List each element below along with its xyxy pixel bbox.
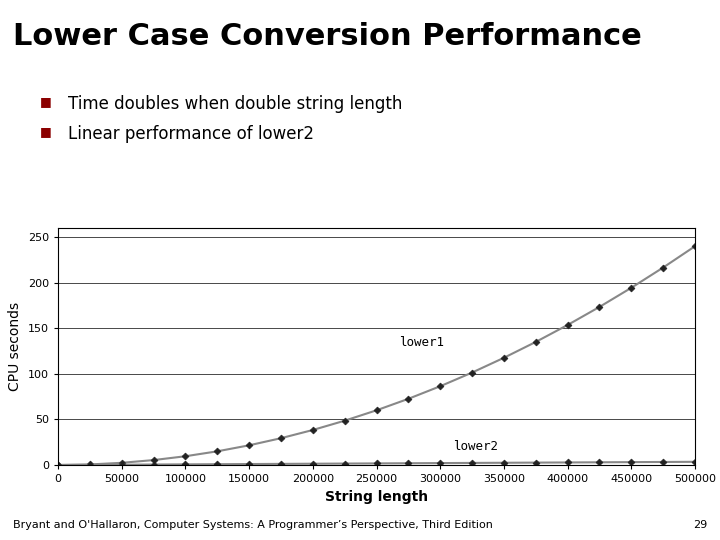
Text: Bryant and O'Hallaron, Computer Systems: A Programmer’s Perspective, Third Editi: Bryant and O'Hallaron, Computer Systems:… [13, 520, 492, 530]
Text: ■: ■ [40, 95, 51, 108]
Text: Carnegie Mellon: Carnegie Mellon [593, 3, 709, 16]
Text: Time doubles when double string length: Time doubles when double string length [68, 95, 402, 113]
Text: lower2: lower2 [453, 440, 498, 453]
Text: lower1: lower1 [400, 336, 444, 349]
Text: ■: ■ [40, 125, 51, 138]
Text: Lower Case Conversion Performance: Lower Case Conversion Performance [13, 22, 642, 51]
Text: Linear performance of lower2: Linear performance of lower2 [68, 125, 315, 143]
X-axis label: String length: String length [325, 490, 428, 504]
Y-axis label: CPU seconds: CPU seconds [9, 302, 22, 391]
Text: 29: 29 [693, 520, 707, 530]
